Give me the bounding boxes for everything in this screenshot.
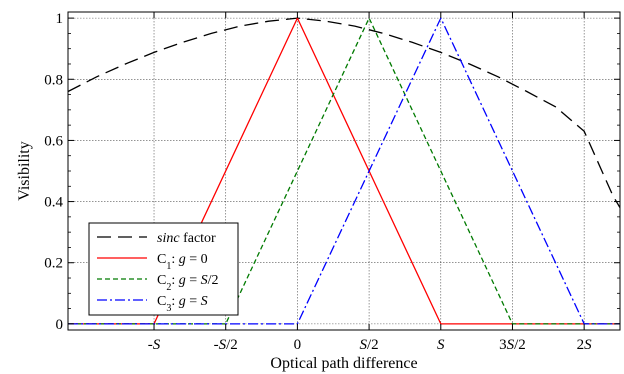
legend-label-c1: C1: g = 0 [157, 252, 208, 272]
x-tick-label: 2S [577, 337, 593, 353]
x-tick-label: -S [148, 337, 161, 353]
y-tick-label: 0.6 [44, 133, 63, 149]
y-tick-label: 0.8 [44, 72, 63, 88]
x-tick-label: -S/2 [214, 337, 238, 353]
y-tick-labels: 0 0.2 0.4 0.6 0.8 1 [44, 11, 63, 333]
series-sinc-line [68, 17, 620, 209]
series-c3-line [68, 16, 620, 325]
legend-box [88, 222, 239, 316]
y-tick-label: 0 [56, 317, 64, 333]
legend-label-sinc: sinc factor [157, 231, 216, 246]
legend-label-c2: C2: g = S/2 [157, 273, 219, 293]
series-layer [68, 16, 620, 325]
x-tick-label: S [437, 337, 445, 353]
y-tick-label: 0.2 [44, 256, 63, 272]
series-c2-line [68, 16, 620, 325]
y-tick-label: 1 [56, 11, 64, 27]
x-tick-labels: -S -S/2 0 S/2 S 3S/2 2S [148, 337, 592, 353]
y-tick-label: 0.4 [44, 195, 63, 211]
x-tick-label: 3S/2 [499, 337, 526, 353]
axis-ticks [68, 12, 620, 330]
legend-label-c3: C3: g = S [157, 294, 208, 314]
legend: sinc factor C1: g = 0C2: g = S/2C3: g = S [88, 222, 239, 316]
y-axis-label: Visibility [16, 141, 33, 201]
x-tick-label: 0 [294, 337, 302, 353]
x-tick-label: S/2 [360, 337, 379, 353]
x-axis-label: Optical path difference [270, 355, 417, 372]
